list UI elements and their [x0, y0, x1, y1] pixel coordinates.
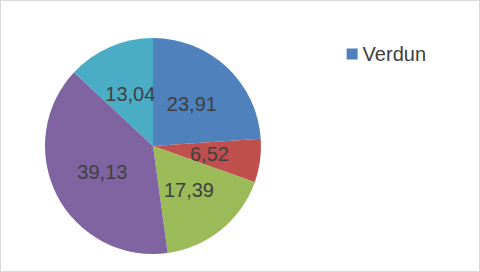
svg-text:17,39: 17,39	[164, 179, 214, 201]
svg-text:23,91: 23,91	[167, 93, 217, 115]
svg-text:13,04: 13,04	[105, 83, 155, 105]
svg-text:39,13: 39,13	[77, 161, 127, 183]
svg-text:6,52: 6,52	[190, 143, 229, 165]
svg-text:Verdun: Verdun	[363, 43, 426, 65]
